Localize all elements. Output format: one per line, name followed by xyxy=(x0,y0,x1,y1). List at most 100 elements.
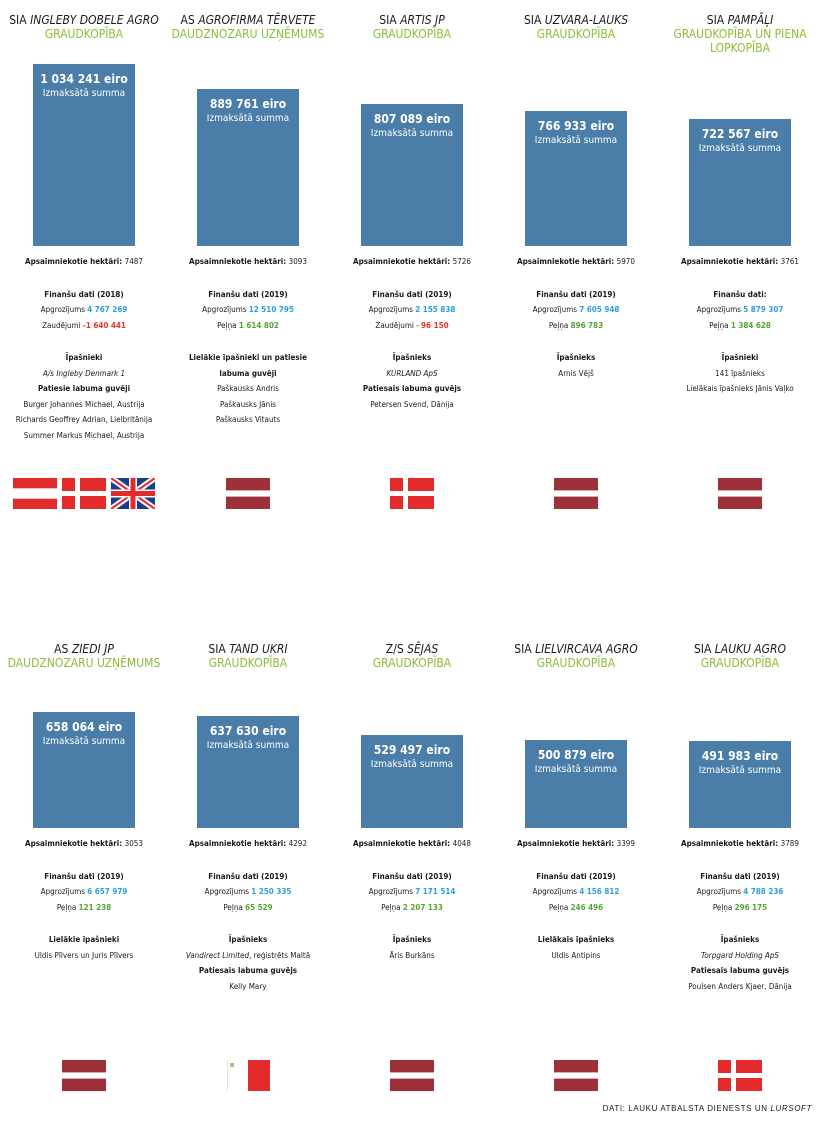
finance-row: Peļņa 65 529 xyxy=(166,900,330,916)
finance-row: Apgrozījums 7 605 948 xyxy=(494,302,658,318)
spacer xyxy=(658,852,820,869)
finance-label: Peļņa xyxy=(217,320,239,330)
finance-row: Apgrozījums 1 250 335 xyxy=(166,884,330,900)
finance-row: Apgrozījums 4 156 812 xyxy=(494,884,658,900)
company-name-main: UZVARA-LAUKS xyxy=(544,13,629,27)
flag-group xyxy=(658,1060,820,1091)
spacer xyxy=(494,270,658,287)
finance-row: Apgrozījums 7 171 514 xyxy=(330,884,494,900)
finance-title: Finanšu dati (2019) xyxy=(208,289,288,299)
amount-label: Izmaksātā summa xyxy=(206,740,290,751)
amount-bar: 766 933 eiro Izmaksātā summa xyxy=(525,111,627,246)
flag-group xyxy=(658,478,820,509)
finance-title: Finanšu dati (2019) xyxy=(700,871,780,881)
hectares-label: Apsaimniekotie hektāri: xyxy=(353,257,453,266)
company-info: Apsaimniekotie hektāri: 3053 Finanšu dati… xyxy=(2,836,166,963)
finance-label: Apgrozījums xyxy=(696,305,744,314)
spacer xyxy=(330,333,494,350)
latvia-flag-icon xyxy=(554,1060,598,1091)
spacer xyxy=(494,852,658,869)
owner-line: Patiesie labuma guvēji xyxy=(37,384,131,393)
amount-bar: 491 983 eiro Izmaksātā summa xyxy=(689,741,791,828)
owner-line: KURLAND ApS xyxy=(330,366,494,382)
owner-line: Richards Geoffrey Adrian, Lielbritānija xyxy=(15,415,153,424)
finance-label: Apgrozījums xyxy=(40,887,88,896)
company-header: AS AGROFIRMA TĒRVETE DAUDZNOZARU UZŅĒMUMS xyxy=(166,13,330,41)
company-type: GRAUDKOPĪBA xyxy=(536,27,616,41)
finance-value: 2 155 838 xyxy=(415,305,456,314)
owner-line: Summer Markus Michael, Austrija xyxy=(23,430,145,440)
company-type: DAUDZNOZARU UZŅĒMUMS xyxy=(171,27,325,41)
source-prefix: DATI: LAUKU ATBALSTA DIENESTS UN xyxy=(602,1104,771,1113)
company-name-prefix: AS xyxy=(54,642,72,656)
company-name: AS ZIEDI JP xyxy=(2,642,166,656)
company-name-main: SĒJAS xyxy=(407,642,439,656)
finance-title: Finanšu dati (2019) xyxy=(536,289,616,299)
owner-line: Paškausks Vitauts xyxy=(215,415,281,424)
company-type: GRAUDKOPĪBA xyxy=(536,656,616,670)
finance-label: Peļņa xyxy=(712,902,735,912)
company-header: AS ZIEDI JP DAUDZNOZARU UZŅĒMUMS xyxy=(2,642,166,670)
company-type: GRAUDKOPĪBA xyxy=(208,656,288,670)
spacer xyxy=(330,852,494,869)
finance-value: 4 767 269 xyxy=(87,305,128,314)
finance-row: Zaudējumi -1 640 441 xyxy=(2,318,166,334)
amount-label: Izmaksātā summa xyxy=(698,143,782,154)
company-header: SIA PAMPĀĻI GRAUDKOPĪBA UN PIENA LOPKOPĪBA xyxy=(658,13,820,55)
spacer xyxy=(330,915,494,932)
amount-bar: 500 879 eiro Izmaksātā summa xyxy=(525,740,627,828)
finance-label: Apgrozījums xyxy=(368,887,416,896)
spacer xyxy=(494,915,658,932)
owner-line: Īpašnieks xyxy=(228,935,268,944)
owner-line: Paškausks Andris xyxy=(217,384,279,393)
owner-line: Īpašnieks xyxy=(392,935,432,944)
hectares-label: Apsaimniekotie hektāri: xyxy=(517,257,617,266)
amount-label: Izmaksātā summa xyxy=(370,759,454,770)
finance-value: 5 879 307 xyxy=(743,305,784,314)
company-info: Apsaimniekotie hektāri: 5726 Finanšu dati… xyxy=(330,254,494,412)
finance-value: 65 529 xyxy=(245,902,273,912)
finance-row: Peļņa 1 384 628 xyxy=(658,318,820,334)
finance-row: Apgrozījums 12 510 795 xyxy=(166,302,330,318)
company-name-main: LAUKU AGRO xyxy=(714,642,787,656)
owner-line: Īpašnieks xyxy=(392,353,432,362)
spacer xyxy=(2,333,166,350)
company-name-prefix: SIA xyxy=(523,13,545,27)
company-info: Apsaimniekotie hektāri: 3789 Finanšu dati… xyxy=(658,836,820,994)
owner-line: Arnis Vējš xyxy=(558,368,594,378)
amount-bar: 722 567 eiro Izmaksātā summa xyxy=(689,119,791,246)
finance-row: Apgrozījums 6 657 979 xyxy=(2,884,166,900)
company-name-main: AGROFIRMA TĒRVETE xyxy=(198,13,316,27)
amount-label: Izmaksātā summa xyxy=(698,765,782,776)
spacer xyxy=(2,852,166,869)
hectares-line: Apsaimniekotie hektāri: 3399 xyxy=(494,836,658,852)
flag-group xyxy=(166,1060,330,1091)
hectares-value: 3053 xyxy=(124,839,143,848)
hectares-value: 3789 xyxy=(780,839,799,848)
finance-title: Finanšu dati (2019) xyxy=(372,871,452,881)
owner-line: Lielākais īpašnieks Jānis Vaļko xyxy=(686,384,794,393)
austria-flag-icon xyxy=(13,478,57,509)
owner-line: Kelly Mary xyxy=(229,981,267,991)
latvia-flag-icon xyxy=(718,478,762,509)
hectares-value: 4048 xyxy=(452,839,471,848)
finance-label: Apgrozījums xyxy=(368,305,416,314)
company-header: Z/S SĒJAS GRAUDKOPĪBA xyxy=(330,642,494,670)
owner-line: Lielākie īpašnieki un patiesie xyxy=(188,353,308,362)
hectares-line: Apsaimniekotie hektāri: 7487 xyxy=(2,254,166,270)
owner-line: Uldis Pīlvers un Juris Pīlvers xyxy=(34,950,134,960)
company-name: SIA PAMPĀĻI xyxy=(658,13,820,27)
owner-line: Burger Johannes Michael, Austrija xyxy=(23,399,145,409)
owner-line: 141 īpašnieks xyxy=(715,368,765,378)
owner-line: Torpgard Holding ApS xyxy=(658,948,820,964)
finance-row: Peļņa 1 614 802 xyxy=(166,318,330,334)
owner-italic: KURLAND ApS xyxy=(386,368,438,378)
finance-row: Peļņa 2 207 133 xyxy=(330,900,494,916)
amount-bar: 1 034 241 eiro Izmaksātā summa xyxy=(33,64,135,246)
company-name-prefix: SIA xyxy=(379,13,401,27)
spacer xyxy=(166,333,330,350)
finance-row: Apgrozījums 4 788 236 xyxy=(658,884,820,900)
finance-value: 6 657 979 xyxy=(87,887,128,896)
hectares-line: Apsaimniekotie hektāri: 5726 xyxy=(330,254,494,270)
latvia-flag-icon xyxy=(226,478,270,509)
